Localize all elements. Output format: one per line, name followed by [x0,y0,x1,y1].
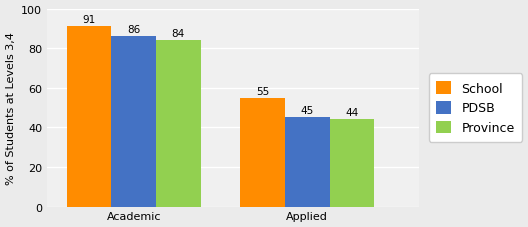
Bar [111,37,156,207]
Bar [156,41,201,207]
Text: 44: 44 [345,108,359,118]
Y-axis label: % of Students at Levels 3,4: % of Students at Levels 3,4 [6,32,15,184]
Bar [285,118,329,207]
Text: 55: 55 [256,86,269,96]
Bar [240,98,285,207]
Bar [67,27,111,207]
Text: 84: 84 [172,29,185,39]
Bar [329,120,374,207]
Legend: School, PDSB, Province: School, PDSB, Province [429,74,522,142]
Text: 45: 45 [300,106,314,116]
Text: 91: 91 [82,15,96,25]
Text: 86: 86 [127,25,140,35]
